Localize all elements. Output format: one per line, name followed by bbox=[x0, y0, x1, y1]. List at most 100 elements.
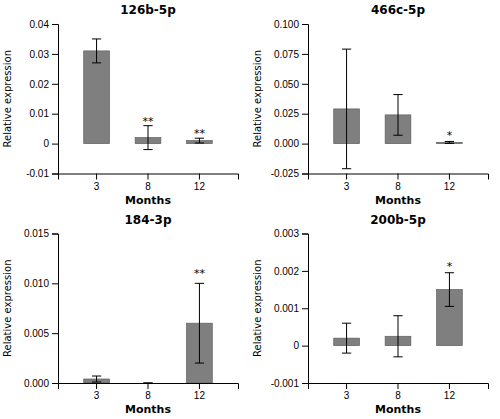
y-tick-label: 0 bbox=[43, 138, 49, 149]
y-tick-label: 0.025 bbox=[274, 108, 299, 119]
error-bar bbox=[92, 376, 101, 382]
error-cap bbox=[393, 315, 402, 316]
error-cap bbox=[92, 38, 101, 39]
y-tick-label: 0.100 bbox=[274, 19, 299, 30]
error-cap bbox=[393, 135, 402, 136]
y-tick-label: 0.000 bbox=[274, 138, 299, 149]
error-line bbox=[148, 126, 149, 150]
y-axis-line bbox=[302, 234, 309, 384]
y-tick-mark bbox=[52, 114, 58, 115]
x-tick-mark bbox=[346, 174, 347, 180]
y-tick-mark bbox=[302, 144, 308, 145]
y-tick-label: 0.050 bbox=[274, 79, 299, 90]
error-bars bbox=[342, 273, 454, 357]
panel: -0.0250.0000.0250.0500.0750.1003812*466c… bbox=[252, 3, 489, 207]
y-tick-label: 0.02 bbox=[30, 79, 50, 90]
figure: -0.0100.010.020.030.043812****126b-5pMon… bbox=[0, 0, 500, 419]
error-bar bbox=[393, 316, 402, 357]
y-tick-label: 0.075 bbox=[274, 49, 299, 60]
y-tick-label: 0.04 bbox=[30, 19, 50, 30]
y-tick: 0.100 bbox=[274, 19, 308, 30]
error-cap bbox=[342, 49, 351, 50]
plot-area bbox=[334, 273, 463, 357]
error-line bbox=[398, 316, 399, 357]
y-tick: 0.000 bbox=[24, 378, 58, 389]
title: 200b-5p bbox=[370, 213, 426, 227]
panel: 0.0000.0050.0100.0153812**184-3pMonthsRe… bbox=[2, 213, 239, 417]
x-tick: 8 bbox=[395, 383, 401, 401]
y-axis-title: Relative expression bbox=[2, 50, 13, 147]
y-tick-label: 0.003 bbox=[274, 228, 299, 239]
error-cap bbox=[393, 356, 402, 357]
y-tick-mark bbox=[302, 234, 308, 235]
error-line bbox=[346, 323, 347, 353]
error-cap bbox=[92, 382, 101, 383]
x-tick-label: 8 bbox=[395, 390, 401, 401]
y-tick-mark bbox=[302, 346, 308, 347]
bar bbox=[437, 142, 463, 143]
y-tick: 0.005 bbox=[24, 328, 58, 339]
x-tick-label: 3 bbox=[94, 181, 100, 192]
y-axis-line bbox=[52, 25, 59, 175]
x-tick-label: 3 bbox=[344, 390, 350, 401]
y-axis-title: Relative expression bbox=[2, 260, 13, 357]
y-axis-line bbox=[52, 234, 59, 384]
title: 126b-5p bbox=[120, 3, 176, 17]
y-tick: 0.010 bbox=[24, 278, 58, 289]
x-axis-line bbox=[309, 384, 489, 390]
x-axis-line bbox=[59, 174, 239, 180]
y-tick-mark bbox=[52, 234, 58, 235]
bar bbox=[135, 383, 161, 384]
error-bars bbox=[92, 39, 204, 150]
x-axis: 3812 bbox=[309, 174, 489, 192]
panel: -0.00100.0010.0020.0033812*200b-5pMonths… bbox=[252, 213, 489, 417]
y-tick-mark bbox=[302, 271, 308, 272]
y-tick-label: 0.005 bbox=[24, 328, 49, 339]
error-line bbox=[346, 49, 347, 169]
y-tick-mark bbox=[52, 383, 58, 384]
y-tick-mark bbox=[52, 283, 58, 284]
error-cap bbox=[92, 376, 101, 377]
y-tick: 0.015 bbox=[24, 228, 58, 239]
x-tick: 8 bbox=[145, 383, 151, 401]
y-tick-label: -0.025 bbox=[271, 168, 300, 179]
y-tick-mark bbox=[52, 333, 58, 334]
x-tick: 8 bbox=[145, 174, 151, 192]
x-tick: 3 bbox=[344, 174, 350, 192]
x-tick-label: 12 bbox=[444, 181, 456, 192]
error-bar bbox=[195, 283, 204, 363]
x-tick-label: 8 bbox=[145, 181, 151, 192]
y-tick-label: -0.01 bbox=[26, 168, 49, 179]
error-cap bbox=[143, 383, 152, 384]
x-axis-title: Months bbox=[125, 403, 171, 416]
error-bar bbox=[342, 49, 351, 169]
significance-marker: ** bbox=[143, 115, 155, 128]
error-line bbox=[96, 39, 97, 63]
panel: -0.0100.010.020.030.043812****126b-5pMon… bbox=[2, 3, 239, 207]
x-tick-label: 3 bbox=[94, 390, 100, 401]
error-bars bbox=[92, 283, 204, 383]
significance-marker: * bbox=[447, 129, 453, 142]
y-tick-label: 0.01 bbox=[30, 108, 50, 119]
x-tick-mark bbox=[398, 383, 399, 389]
y-tick-mark bbox=[52, 144, 58, 145]
y-tick-mark bbox=[302, 114, 308, 115]
y-tick: 0.03 bbox=[30, 49, 58, 60]
x-tick-mark bbox=[96, 383, 97, 389]
x-tick-mark bbox=[96, 174, 97, 180]
y-tick-mark bbox=[302, 174, 308, 175]
significance-marker: * bbox=[447, 260, 453, 273]
error-cap bbox=[445, 143, 454, 144]
x-tick: 12 bbox=[444, 174, 456, 192]
error-cap bbox=[195, 143, 204, 144]
y-tick-mark bbox=[302, 308, 308, 309]
x-tick-mark bbox=[148, 383, 149, 389]
y-axis: -0.01 0 0.01 0.02 0.03 0.04 bbox=[26, 19, 58, 180]
bar bbox=[84, 51, 110, 144]
y-tick: 0.000 bbox=[274, 138, 308, 149]
x-axis-title: Months bbox=[375, 403, 421, 416]
y-tick-mark bbox=[52, 24, 58, 25]
y-tick-mark bbox=[302, 24, 308, 25]
y-tick: 0 bbox=[293, 340, 308, 351]
y-tick-mark bbox=[302, 54, 308, 55]
